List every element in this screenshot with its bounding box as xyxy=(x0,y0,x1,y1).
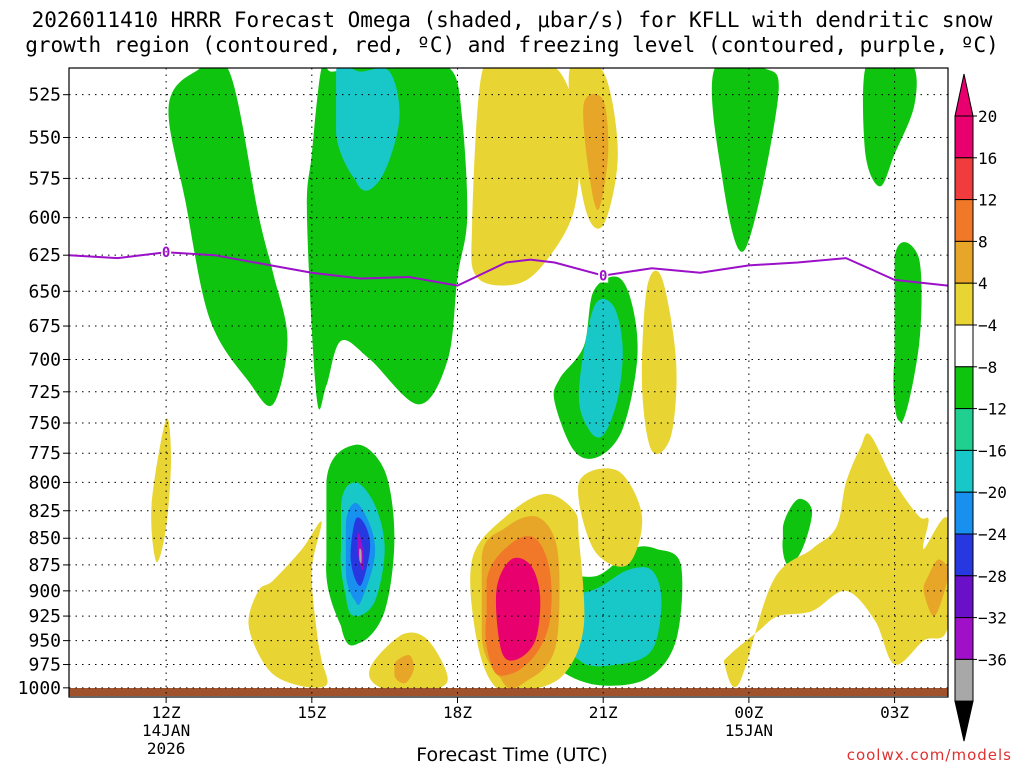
colorbar-bin-0 xyxy=(954,115,974,159)
x-tick-label: 03Z xyxy=(880,703,909,722)
x-tick-label: 00Z xyxy=(734,703,763,722)
y-tick-label: 775 xyxy=(28,443,61,464)
omega-region-14 xyxy=(359,548,362,564)
colorbar-label: 20 xyxy=(978,107,997,126)
chart-title-line2: growth region (contoured, red, ºC) and f… xyxy=(25,33,999,57)
omega-region-18 xyxy=(151,418,171,563)
grid-layer xyxy=(69,68,948,697)
colorbar-bin-9 xyxy=(954,491,974,535)
omega-region-31 xyxy=(641,270,677,455)
y-tick-label: 750 xyxy=(28,413,61,434)
colorbar-label: 8 xyxy=(978,232,988,251)
y-tick-label: 975 xyxy=(28,655,61,676)
colorbar-bin-2 xyxy=(954,199,974,242)
omega-region-19 xyxy=(248,521,328,688)
y-tick-label: 700 xyxy=(28,350,61,371)
omega-region-8 xyxy=(782,498,813,566)
y-tick-label: 900 xyxy=(28,581,61,602)
freezing-level-layer: 00 xyxy=(69,245,948,287)
freezing-level-label-1: 0 xyxy=(599,269,607,285)
omega-region-27 xyxy=(578,468,643,567)
colorbar-bin-5 xyxy=(954,324,974,368)
y-tick-label: 525 xyxy=(28,85,61,106)
x-tick-label: 15Z xyxy=(297,703,326,722)
omega-region-21 xyxy=(394,654,414,684)
colorbar-bin-6 xyxy=(954,366,974,410)
omega-region-5 xyxy=(711,68,779,252)
omega-shading-layer xyxy=(151,68,948,693)
colorbar: 20 16 12 8 4 −4 −8 −12 −16 −20 −24 −28 −32 −36 xyxy=(954,73,1007,742)
colorbar-bin-1 xyxy=(954,157,974,201)
colorbar-label: 16 xyxy=(978,149,997,168)
y-tick-label: 925 xyxy=(28,606,61,627)
x-tick-label: 18Z xyxy=(443,703,472,722)
colorbar-bin-12 xyxy=(954,617,974,660)
colorbar-label: −24 xyxy=(978,525,1007,544)
freezing-label-bg-0 xyxy=(161,245,172,260)
colorbar-label: 4 xyxy=(978,274,988,293)
colorbar-bin-4 xyxy=(954,282,974,326)
y-tick-label: 1000 xyxy=(18,678,61,699)
plot-frame xyxy=(68,67,949,698)
x-tick-sublabel: 15JAN xyxy=(725,721,773,740)
freezing-level-line xyxy=(69,251,948,287)
omega-region-7 xyxy=(893,242,922,423)
colorbar-top-arrow xyxy=(954,73,974,117)
y-tick-label: 550 xyxy=(28,128,61,149)
omega-region-6 xyxy=(862,68,917,187)
y-tick-label: 625 xyxy=(28,245,61,266)
colorbar-bin-10 xyxy=(954,533,974,577)
omega-region-17 xyxy=(568,590,654,665)
freezing-level-label-0: 0 xyxy=(162,245,170,261)
omega-region-2 xyxy=(336,68,400,191)
colorbar-bottom-arrow xyxy=(954,700,974,742)
ground-strip xyxy=(69,688,948,696)
y-tick-label: 850 xyxy=(28,528,61,549)
colorbar-bin-8 xyxy=(954,449,974,493)
chart-title-line1: 2026011410 HRRR Forecast Omega (shaded, … xyxy=(31,8,993,32)
colorbar-label: −36 xyxy=(978,650,1007,669)
y-tick-label: 575 xyxy=(28,168,61,189)
colorbar-bin-3 xyxy=(954,240,974,284)
y-tick-label: 675 xyxy=(28,316,61,337)
omega-region-25 xyxy=(495,557,541,661)
y-tick-label: 825 xyxy=(28,501,61,522)
colorbar-label: 12 xyxy=(978,191,997,210)
x-axis-label: Forecast Time (UTC) xyxy=(416,744,608,766)
x-tick-sublabel: 2026 xyxy=(147,739,186,758)
y-tick-label: 725 xyxy=(28,382,61,403)
x-tick-sublabel: 14JAN xyxy=(142,721,190,740)
ground-layer xyxy=(69,688,948,696)
x-tick-label: 21Z xyxy=(589,703,618,722)
y-tick-label: 650 xyxy=(28,281,61,302)
colorbar-label: −16 xyxy=(978,441,1007,460)
colorbar-label: −20 xyxy=(978,483,1007,502)
omega-region-32 xyxy=(723,433,948,687)
colorbar-label: −28 xyxy=(978,567,1007,586)
x-tick-label: 12Z xyxy=(152,703,181,722)
omega-region-4 xyxy=(578,298,623,438)
y-tick-label: 800 xyxy=(28,472,61,493)
y-tick-label: 600 xyxy=(28,208,61,229)
colorbar-bin-13 xyxy=(954,658,974,702)
colorbar-bin-11 xyxy=(954,575,974,619)
colorbar-label: −4 xyxy=(978,316,997,335)
colorbar-bin-7 xyxy=(954,408,974,451)
y-tick-label: 875 xyxy=(28,555,61,576)
omega-region-33 xyxy=(923,559,948,617)
colorbar-label: −8 xyxy=(978,358,997,377)
credit-text: coolwx.com/models xyxy=(846,746,1012,764)
colorbar-label: −32 xyxy=(978,609,1007,628)
omega-region-0 xyxy=(168,68,288,407)
colorbar-label: −12 xyxy=(978,400,1007,419)
y-axis: 525 550 575 600 625 650 675 700 725 750 775 800 825 8… xyxy=(18,85,69,699)
y-tick-label: 950 xyxy=(28,631,61,652)
freezing-label-bg-1 xyxy=(598,268,609,283)
omega-region-30 xyxy=(583,94,609,211)
omega-region-28 xyxy=(471,68,580,286)
